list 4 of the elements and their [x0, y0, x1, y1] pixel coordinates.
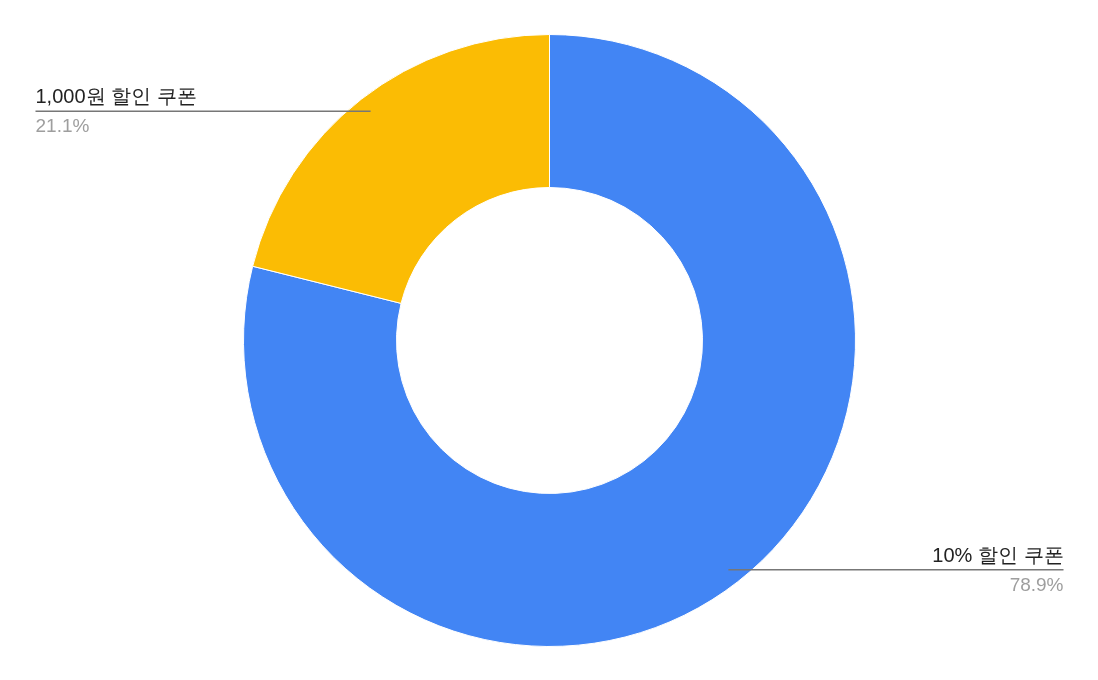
slice-label: 10% 할인 쿠폰: [932, 543, 1064, 566]
data-label: 78.9%: [1009, 573, 1064, 595]
data-label: 21.1%: [35, 115, 90, 137]
slice-label: 1,000원 할인 쿠폰: [35, 85, 197, 108]
